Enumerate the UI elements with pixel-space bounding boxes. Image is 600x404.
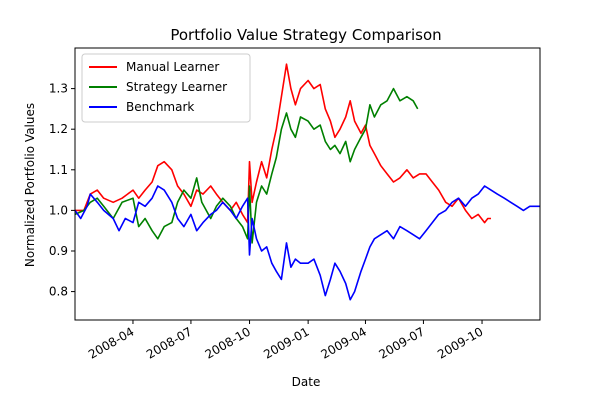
legend: Manual Learner Strategy Learner Benchmar… [81, 53, 251, 123]
chart-title: Portfolio Value Strategy Comparison [170, 26, 441, 44]
y-tick-label: 1.2 [49, 122, 68, 136]
y-tick-label: 0.9 [49, 244, 68, 258]
y-tick-label: 1.1 [49, 163, 68, 177]
x-axis-label: Date [292, 375, 321, 389]
series-line-strategy-learner [75, 87, 419, 244]
series-layer [75, 63, 540, 301]
y-tick-label: 1.0 [49, 203, 68, 217]
legend-box [81, 53, 251, 123]
series-line-manual-learner [75, 63, 491, 224]
legend-label-benchmark: Benchmark [126, 100, 194, 114]
plot-frame [74, 47, 541, 321]
y-tick-label: 1.3 [49, 82, 68, 96]
legend-label-strategy-learner: Strategy Learner [126, 80, 227, 94]
y-axis-label: Normalized Portfolio Values [23, 103, 37, 267]
legend-label-manual-learner: Manual Learner [126, 60, 219, 74]
y-tick-label: 0.8 [49, 285, 68, 299]
series-line-benchmark [75, 185, 540, 301]
